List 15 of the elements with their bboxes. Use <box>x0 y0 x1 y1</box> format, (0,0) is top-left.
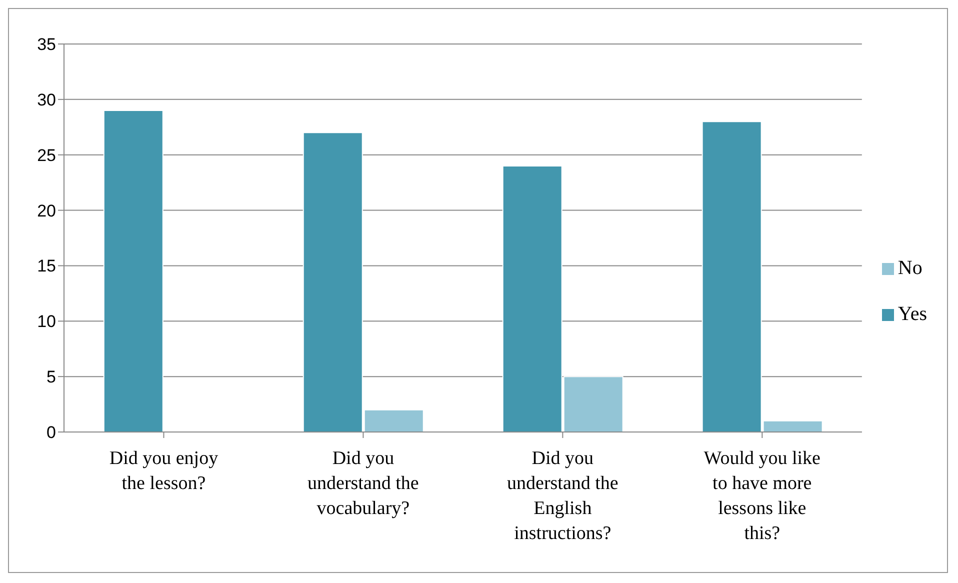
y-tick-label: 5 <box>46 368 56 387</box>
x-tick-label: Would you like to have more lessons like this? <box>704 448 820 544</box>
y-tick-label: 10 <box>37 312 56 332</box>
y-tick-label: 30 <box>37 90 56 110</box>
x-tick-label: Did you enjoy the lesson? <box>109 448 219 494</box>
y-tick-label: 15 <box>37 256 56 276</box>
y-tick-label: 20 <box>37 201 56 220</box>
legend-label: No <box>898 256 922 278</box>
y-tick-label: 35 <box>37 35 56 54</box>
bar <box>103 110 164 432</box>
y-tick-label: 25 <box>37 146 56 165</box>
x-tick-label: Did you understand the vocabulary? <box>308 448 419 519</box>
y-tick-label: 0 <box>46 423 56 442</box>
x-tick-label: Did you understand the English instructions? <box>507 448 618 544</box>
legend-label: Yes <box>898 302 927 324</box>
